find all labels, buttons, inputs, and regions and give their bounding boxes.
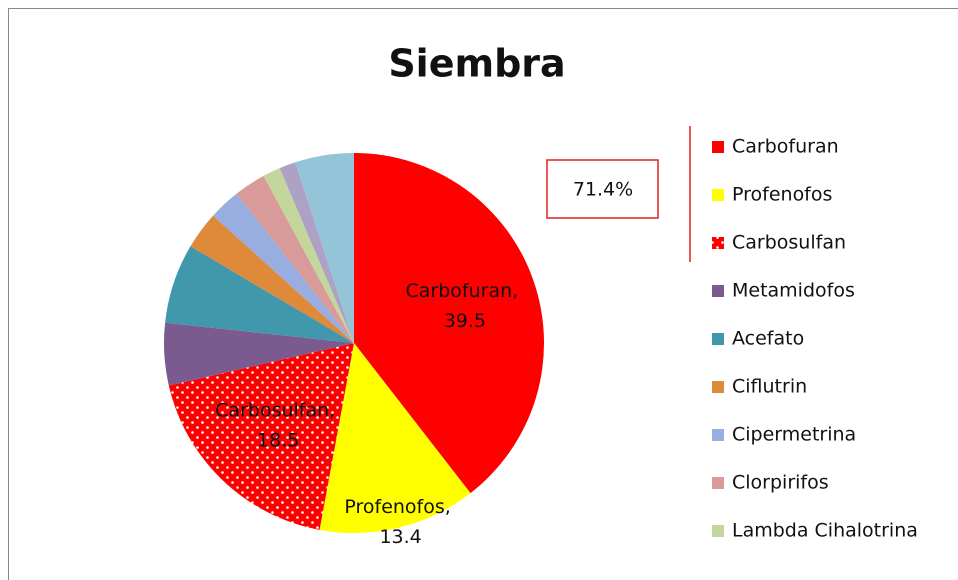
annotation: 71.4% xyxy=(573,179,633,201)
legend-swatch xyxy=(712,525,724,537)
legend-swatch xyxy=(712,429,724,441)
data-label: Profenofos, 13.4 xyxy=(344,496,450,548)
chart-title: Siembra xyxy=(388,42,565,86)
annotation-box xyxy=(546,159,659,219)
legend-label: Cipermetrina xyxy=(732,424,856,446)
legend-swatch xyxy=(712,333,724,345)
legend-swatch xyxy=(712,477,724,489)
legend-label: Acefato xyxy=(732,328,804,350)
legend-label: Metamidofos xyxy=(732,280,855,302)
legend-swatch xyxy=(712,141,724,153)
legend-label: Clorpirifos xyxy=(732,472,829,494)
legend-label: Profenofos xyxy=(732,184,832,206)
pie-slice xyxy=(164,322,354,386)
pie-slice xyxy=(319,343,471,534)
legend-label: Carbofuran xyxy=(732,136,839,158)
legend-swatch xyxy=(712,285,724,297)
legend-label: Carbosulfan xyxy=(732,232,846,254)
pie-slice xyxy=(190,215,354,343)
pie-slice xyxy=(213,193,354,343)
legend-swatch xyxy=(712,189,724,201)
pie-slice xyxy=(295,153,354,343)
data-label: Carbofuran, 39.5 xyxy=(406,280,519,332)
legend-swatch xyxy=(712,237,724,249)
pie-slice xyxy=(236,175,354,343)
pie-slice xyxy=(279,162,354,343)
pie-slice xyxy=(165,246,354,343)
data-label: Carbosulfan, 18.5 xyxy=(215,399,335,451)
legend-label: Ciflutrin xyxy=(732,376,807,398)
legend-swatch xyxy=(712,381,724,393)
legend-label: Lambda Cihalotrina xyxy=(732,520,918,542)
pie-slice xyxy=(354,153,544,494)
pie-slice xyxy=(263,168,354,343)
pie-slice xyxy=(168,343,354,530)
